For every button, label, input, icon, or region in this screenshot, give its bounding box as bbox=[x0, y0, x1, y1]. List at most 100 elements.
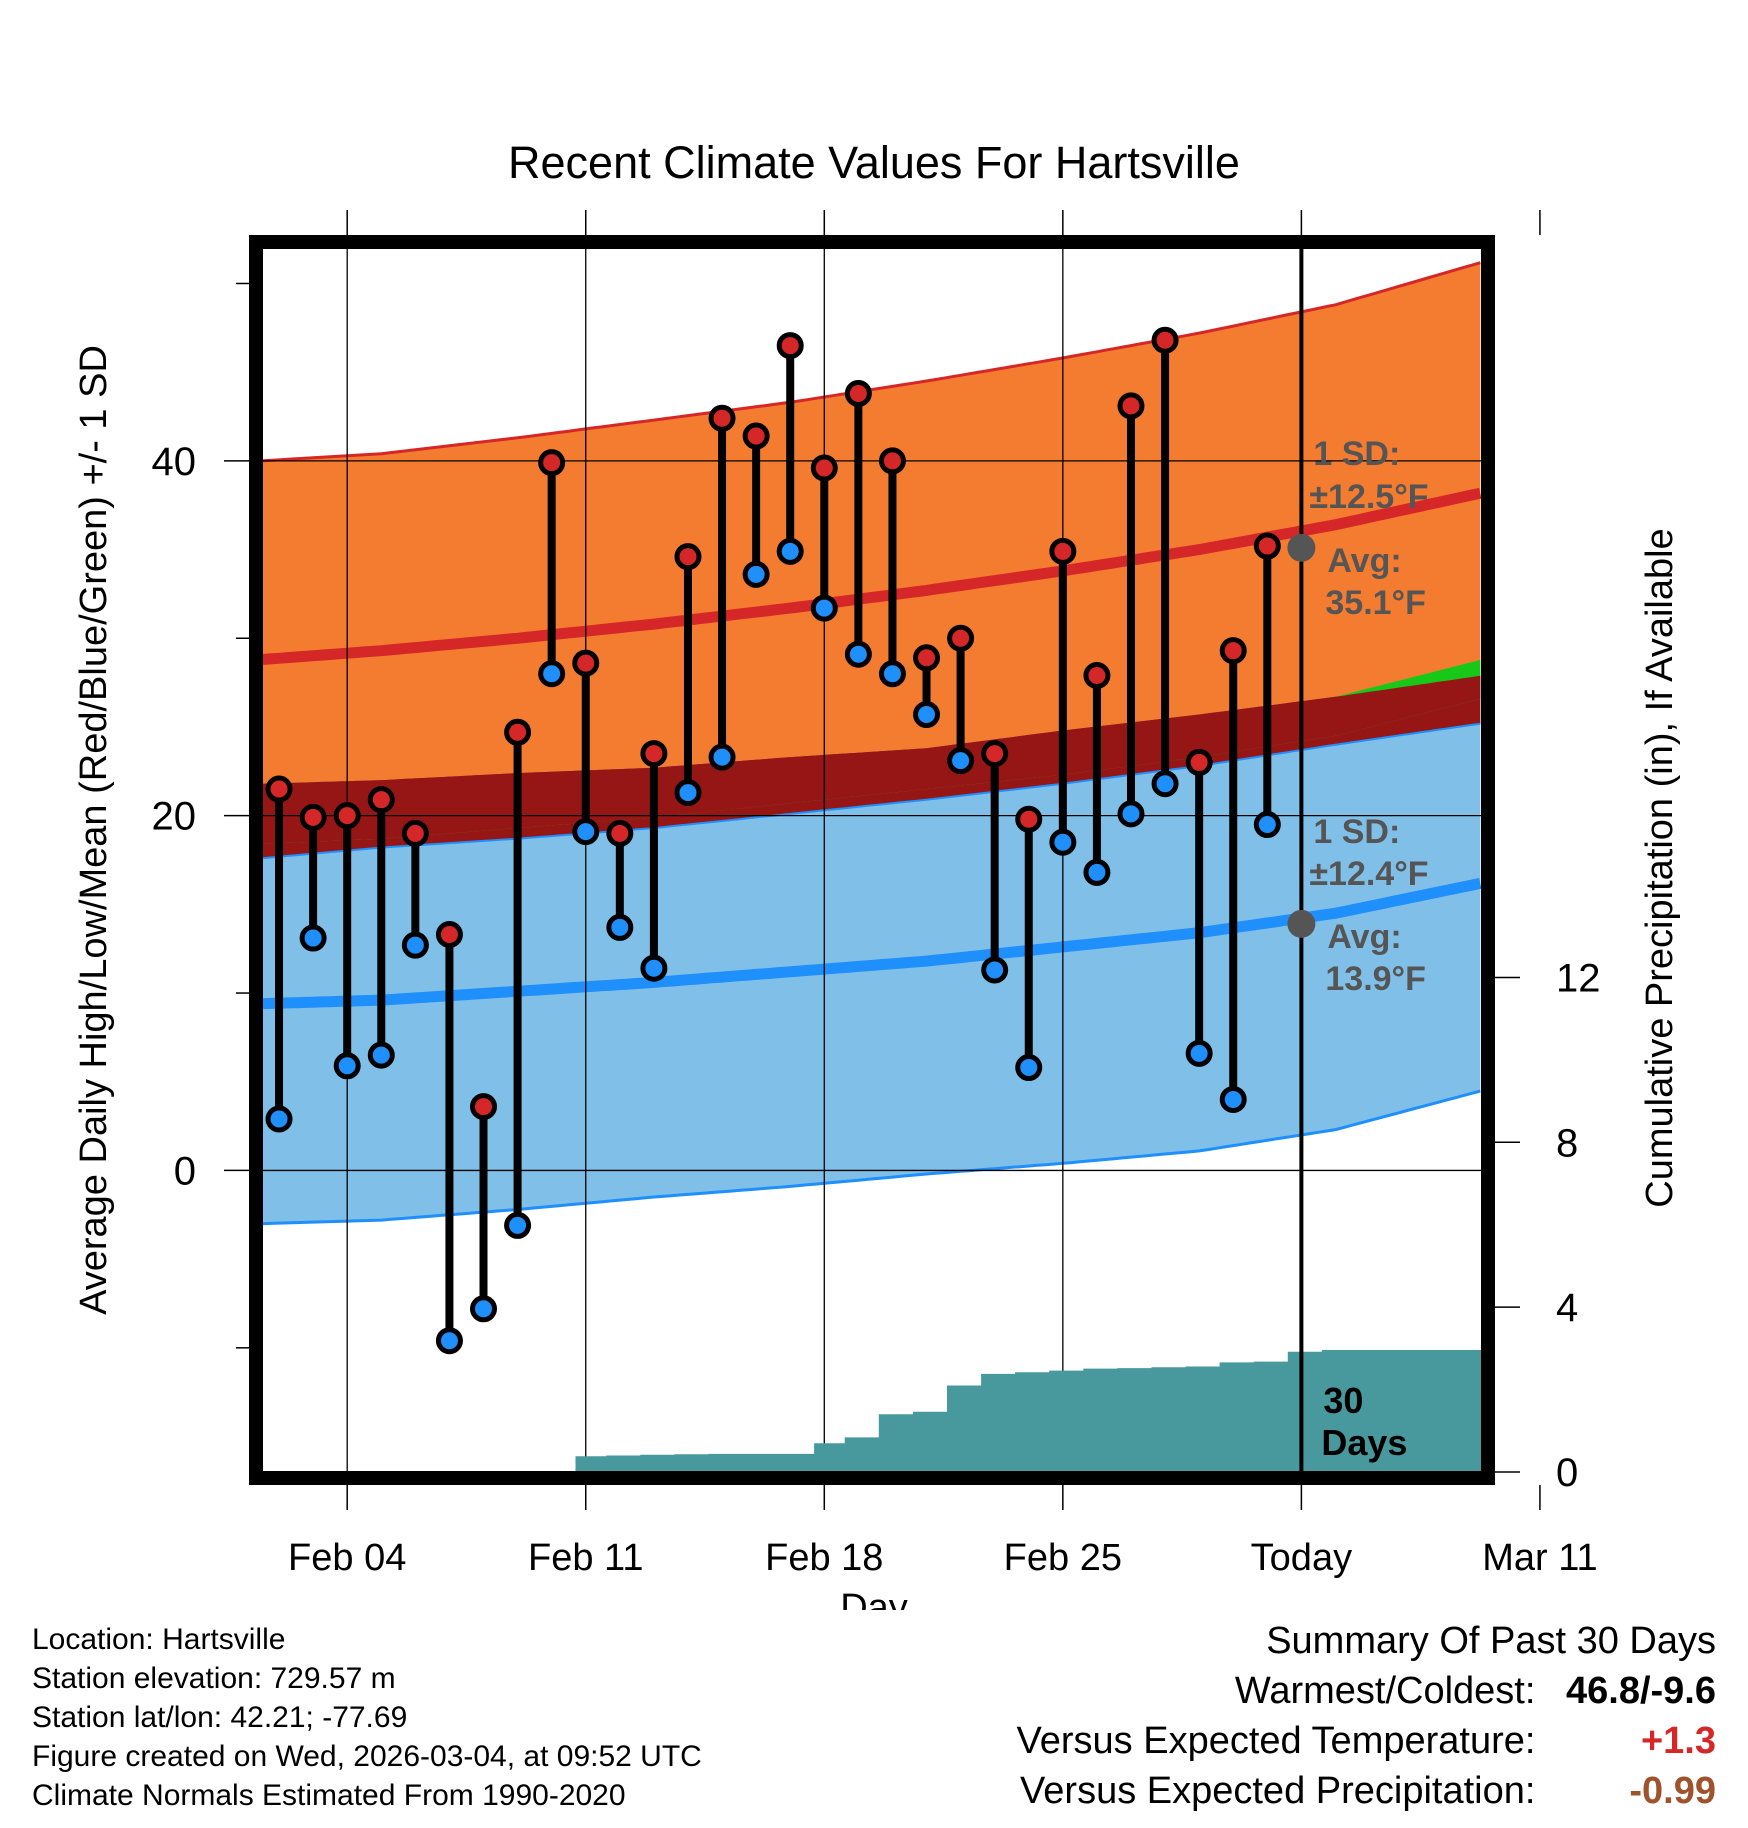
low-point bbox=[606, 913, 634, 941]
high-sd-value: ±12.5°F bbox=[1309, 478, 1428, 516]
high-point bbox=[913, 644, 941, 672]
low-point bbox=[1117, 800, 1145, 828]
high-lower-line bbox=[262, 722, 1481, 860]
temp-departure-value: +1.3 bbox=[1640, 1720, 1716, 1762]
high-sd-label: 1 SD: bbox=[1313, 435, 1400, 473]
high-point bbox=[1015, 805, 1043, 833]
high-point bbox=[606, 819, 634, 847]
elevation-text: Station elevation: 729.57 m bbox=[32, 1662, 396, 1695]
x-tick-label: Feb 04 bbox=[288, 1537, 406, 1579]
y2-tick-label: 4 bbox=[1556, 1286, 1578, 1330]
high-point bbox=[367, 786, 395, 814]
high-point bbox=[810, 454, 838, 482]
low-point bbox=[1083, 858, 1111, 886]
y-axis-label-left: Average Daily High/Low/Mean (Red/Blue/Gr… bbox=[73, 345, 115, 1315]
y2-tick-label: 12 bbox=[1556, 956, 1601, 1000]
climate-chart: Recent Climate Values For Hartsville 1 S… bbox=[73, 137, 1681, 1610]
low-point bbox=[1253, 811, 1281, 839]
x-tick-label: Feb 18 bbox=[765, 1537, 883, 1579]
low-point bbox=[1015, 1054, 1043, 1082]
low-point bbox=[470, 1295, 498, 1323]
low-point bbox=[299, 924, 327, 952]
high-sd-band bbox=[262, 262, 1481, 859]
low-point bbox=[674, 779, 702, 807]
warmest-coldest-row: Warmest/Coldest: 46.8/-9.6 bbox=[1017, 1666, 1716, 1716]
chart-title: Recent Climate Values For Hartsville bbox=[508, 137, 1240, 188]
high-point bbox=[674, 543, 702, 571]
x-tick-label: Feb 11 bbox=[528, 1537, 643, 1579]
normals-text: Climate Normals Estimated From 1990-2020 bbox=[32, 1779, 626, 1812]
x-axis-label: Day bbox=[840, 1587, 908, 1610]
low-point bbox=[844, 640, 872, 668]
high-point bbox=[401, 819, 429, 847]
low-sd-label: 1 SD: bbox=[1313, 813, 1400, 851]
low-point bbox=[776, 537, 804, 565]
low-avg-marker bbox=[1287, 909, 1316, 938]
low-point bbox=[504, 1211, 532, 1239]
plot-clipped bbox=[262, 248, 1482, 1472]
low-point bbox=[1185, 1039, 1213, 1067]
high-point bbox=[1049, 537, 1077, 565]
plot-frame bbox=[249, 235, 1495, 1485]
station-info: Location: Hartsville Station elevation: … bbox=[32, 1620, 702, 1815]
y2-tick-label: 0 bbox=[1556, 1451, 1578, 1495]
low-point bbox=[333, 1052, 361, 1080]
low-mean-line bbox=[262, 878, 1482, 1010]
latlon-text: Station lat/lon: 42.21; -77.69 bbox=[32, 1701, 408, 1734]
low-point bbox=[947, 747, 975, 775]
low-point bbox=[572, 818, 600, 846]
low-lower-line bbox=[262, 1089, 1481, 1226]
high-point bbox=[981, 740, 1009, 768]
low-point bbox=[265, 1105, 293, 1133]
days-count-label: 30 bbox=[1323, 1380, 1363, 1421]
y-axis-label-right: Cumulative Precipitation (in), If Availa… bbox=[1639, 528, 1681, 1207]
y-tick-label: 20 bbox=[152, 795, 197, 839]
high-point bbox=[640, 740, 668, 768]
high-mean-line bbox=[262, 487, 1482, 665]
high-point bbox=[572, 649, 600, 677]
low-sd-value: ±12.4°F bbox=[1309, 855, 1428, 893]
low-point bbox=[1151, 770, 1179, 798]
precip-area bbox=[544, 1350, 1482, 1472]
temp-departure-label: Versus Expected Temperature: bbox=[1016, 1720, 1536, 1762]
x-tick-label: Today bbox=[1251, 1537, 1352, 1579]
high-point bbox=[1151, 326, 1179, 354]
low-point bbox=[742, 560, 770, 588]
high-point bbox=[1253, 532, 1281, 560]
low-point bbox=[1219, 1085, 1247, 1113]
high-avg-label: Avg: bbox=[1327, 542, 1401, 580]
low-avg-label: Avg: bbox=[1327, 918, 1401, 956]
high-point bbox=[1083, 662, 1111, 690]
high-point bbox=[878, 447, 906, 475]
band-overlap-lower bbox=[262, 675, 1481, 844]
low-point bbox=[913, 701, 941, 729]
summary-panel: Summary Of Past 30 Days Warmest/Coldest:… bbox=[1017, 1616, 1716, 1816]
low-point bbox=[435, 1327, 463, 1355]
precip-departure-label: Versus Expected Precipitation: bbox=[1020, 1770, 1536, 1812]
high-point bbox=[299, 803, 327, 831]
low-point bbox=[810, 594, 838, 622]
y-tick-label: 0 bbox=[174, 1149, 196, 1193]
warmest-label: Warmest/Coldest: bbox=[1234, 1670, 1536, 1712]
high-point bbox=[538, 449, 566, 477]
high-avg-value: 35.1°F bbox=[1325, 584, 1426, 622]
low-avg-value: 13.9°F bbox=[1325, 960, 1426, 998]
low-point bbox=[367, 1041, 395, 1069]
high-point bbox=[742, 422, 770, 450]
low-point bbox=[640, 954, 668, 982]
low-point bbox=[1049, 828, 1077, 856]
low-point bbox=[538, 660, 566, 688]
high-point bbox=[776, 332, 804, 360]
days-word-label: Days bbox=[1321, 1422, 1407, 1463]
x-tick-label: Mar 11 bbox=[1482, 1537, 1597, 1579]
high-avg-marker bbox=[1287, 533, 1316, 562]
y-tick-label: 40 bbox=[152, 440, 197, 484]
warmest-value: 46.8/-9.6 bbox=[1566, 1670, 1716, 1712]
high-point bbox=[333, 802, 361, 830]
high-point bbox=[504, 718, 532, 746]
created-text: Figure created on Wed, 2026-03-04, at 09… bbox=[32, 1740, 702, 1773]
high-point bbox=[708, 404, 736, 432]
high-point bbox=[844, 379, 872, 407]
high-point bbox=[947, 624, 975, 652]
plot-area: 1 SD: ±12.5°F Avg: 35.1°F 1 SD: ±12.4°F Avg: 13… bbox=[262, 248, 1482, 1472]
